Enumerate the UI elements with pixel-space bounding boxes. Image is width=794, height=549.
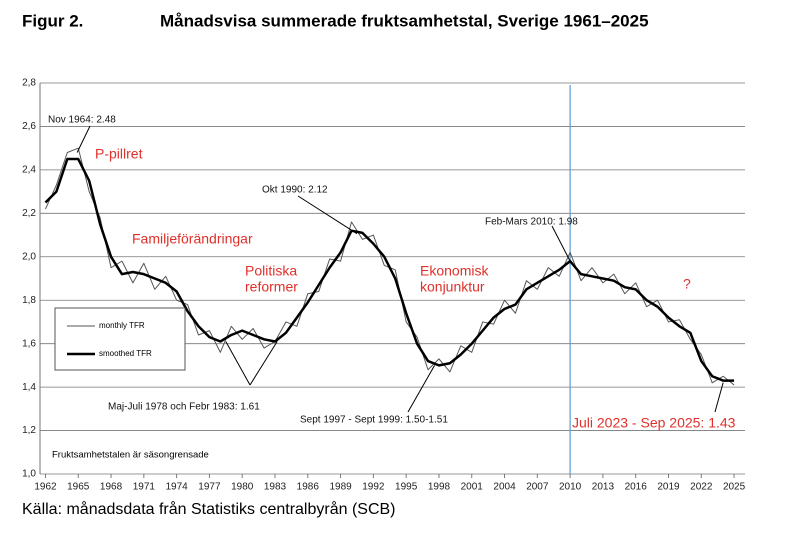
legend-box	[54, 307, 186, 371]
y-tick-label: 1,8	[22, 295, 36, 306]
x-tick-label: 1971	[133, 482, 156, 493]
x-tick-label: 1992	[362, 482, 385, 493]
chart-title: Månadsvisa summerade fruktsamhetstal, Sv…	[160, 11, 649, 30]
legend-label: smoothed TFR	[99, 349, 152, 358]
x-tick-label: 1974	[166, 482, 189, 493]
x-tick-label: 1968	[100, 482, 123, 493]
x-tick-label: 1977	[198, 482, 221, 493]
annotation-arrow	[714, 382, 724, 413]
x-tick-label: 2007	[526, 482, 549, 493]
annotation: Maj-Juli 1978 och Febr 1983: 1.61	[108, 402, 260, 413]
annotation-arrow	[297, 195, 358, 235]
x-tick-label: 2022	[690, 482, 713, 493]
label: Familjeförändringar	[132, 231, 253, 247]
label: reformer	[245, 279, 298, 295]
source: Källa: månadsdata från Statistiks centra…	[22, 500, 396, 518]
annotation-arrow	[551, 225, 571, 262]
annotation: Nov 1964: 2.48	[48, 115, 116, 126]
y-tick-label: 2,8	[22, 78, 36, 89]
x-tick-label: 2010	[559, 482, 582, 493]
label: P-pillret	[95, 146, 143, 162]
x-tick-label: 2004	[493, 482, 516, 493]
x-tick-label: 2013	[592, 482, 615, 493]
legend-label: monthly TFR	[99, 321, 145, 330]
y-tick-label: 1,6	[22, 338, 36, 349]
y-tick-label: 1,2	[22, 425, 36, 436]
y-tick-label: 2,6	[22, 121, 36, 132]
annotation-arrow	[407, 365, 436, 413]
x-tick-label: 1998	[428, 482, 451, 493]
x-tick-label: 2019	[657, 482, 680, 493]
y-tick-label: 1,0	[22, 469, 36, 480]
x-tick-label: 2001	[461, 482, 484, 493]
x-tick-label: 2016	[625, 482, 648, 493]
label: Ekonomisk	[420, 263, 489, 279]
label: Politiska	[245, 263, 297, 279]
y-tick-label: 2,2	[22, 208, 36, 219]
series-line	[44, 157, 735, 382]
note: Fruktsamhetstalen är säsongrensade	[52, 450, 209, 461]
x-tick-label: 1980	[231, 482, 254, 493]
annotation-arrow	[225, 341, 251, 386]
y-tick-label: 2,0	[22, 251, 36, 262]
x-tick-label: 2025	[723, 482, 746, 493]
figure-label: Figur 2.	[22, 11, 83, 30]
label: Juli 2023 - Sep 2025: 1.43	[572, 415, 736, 431]
x-tick-label: 1965	[67, 482, 90, 493]
annotation-arrow	[249, 341, 278, 386]
x-tick-label: 1986	[297, 482, 320, 493]
y-tick-label: 1,4	[22, 382, 36, 393]
x-tick-label: 1995	[395, 482, 418, 493]
x-tick-label: 1983	[264, 482, 287, 493]
annotation: Feb-Mars 2010: 1.98	[485, 217, 578, 228]
annotation: Sept 1997 - Sept 1999: 1.50-1.51	[300, 415, 448, 426]
annotation: Okt 1990: 2.12	[262, 185, 328, 196]
x-tick-label: 1989	[329, 482, 352, 493]
label: konjunktur	[420, 279, 485, 295]
x-tick-label: 1962	[34, 482, 57, 493]
annotation-arrow	[76, 125, 91, 153]
y-tick-label: 2,4	[22, 165, 36, 176]
label: ?	[683, 276, 691, 292]
